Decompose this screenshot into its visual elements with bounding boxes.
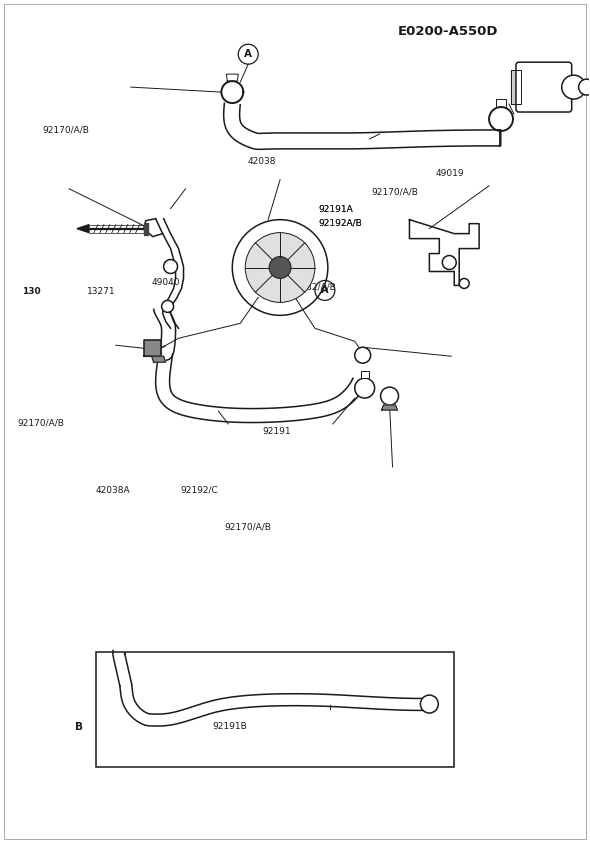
Polygon shape	[360, 371, 369, 379]
Polygon shape	[382, 405, 398, 410]
Circle shape	[162, 300, 173, 313]
Polygon shape	[496, 99, 506, 107]
Polygon shape	[227, 74, 238, 81]
Text: 92191A: 92191A	[319, 205, 353, 214]
Text: 92170/A/B: 92170/A/B	[225, 522, 271, 531]
Circle shape	[442, 255, 456, 270]
Circle shape	[269, 256, 291, 278]
Text: 92192A/B: 92192A/B	[319, 218, 362, 228]
Circle shape	[245, 233, 315, 303]
Circle shape	[381, 387, 398, 405]
Text: 92170/A/B: 92170/A/B	[42, 126, 89, 134]
Text: 49019: 49019	[436, 169, 464, 178]
Circle shape	[421, 695, 438, 713]
Polygon shape	[409, 220, 479, 286]
Circle shape	[355, 379, 375, 398]
Circle shape	[459, 278, 469, 288]
Text: 42038: 42038	[248, 157, 277, 165]
Text: 49040: 49040	[151, 277, 179, 287]
Text: B: B	[75, 722, 83, 732]
Text: 92191: 92191	[263, 427, 291, 436]
Text: 92192/C: 92192/C	[181, 486, 218, 495]
Text: A: A	[321, 286, 329, 295]
Text: 92191B: 92191B	[213, 722, 248, 731]
Text: 23082/A/B: 23082/A/B	[289, 282, 336, 292]
Text: 92191A: 92191A	[319, 205, 353, 214]
Text: 92170/A/B: 92170/A/B	[371, 188, 418, 196]
Text: 13271: 13271	[87, 287, 115, 296]
Text: 92170/A/B: 92170/A/B	[17, 419, 64, 427]
Polygon shape	[113, 651, 132, 686]
Circle shape	[579, 79, 590, 95]
Polygon shape	[77, 224, 89, 233]
Circle shape	[232, 220, 328, 315]
Polygon shape	[156, 218, 183, 328]
Polygon shape	[152, 357, 166, 362]
Bar	[96, 652, 454, 767]
Polygon shape	[144, 223, 148, 234]
Text: 42038A: 42038A	[96, 486, 130, 495]
Text: A: A	[244, 49, 252, 59]
Circle shape	[355, 347, 371, 363]
Text: 92192A/B: 92192A/B	[319, 218, 362, 228]
Circle shape	[163, 260, 178, 273]
Polygon shape	[224, 104, 501, 149]
Polygon shape	[511, 70, 521, 104]
Polygon shape	[144, 341, 160, 357]
Polygon shape	[120, 685, 430, 726]
Circle shape	[562, 75, 586, 99]
Polygon shape	[156, 352, 366, 422]
Text: 130: 130	[22, 287, 41, 296]
Text: E0200-A550D: E0200-A550D	[398, 25, 498, 38]
FancyBboxPatch shape	[516, 62, 572, 112]
Polygon shape	[154, 308, 176, 360]
